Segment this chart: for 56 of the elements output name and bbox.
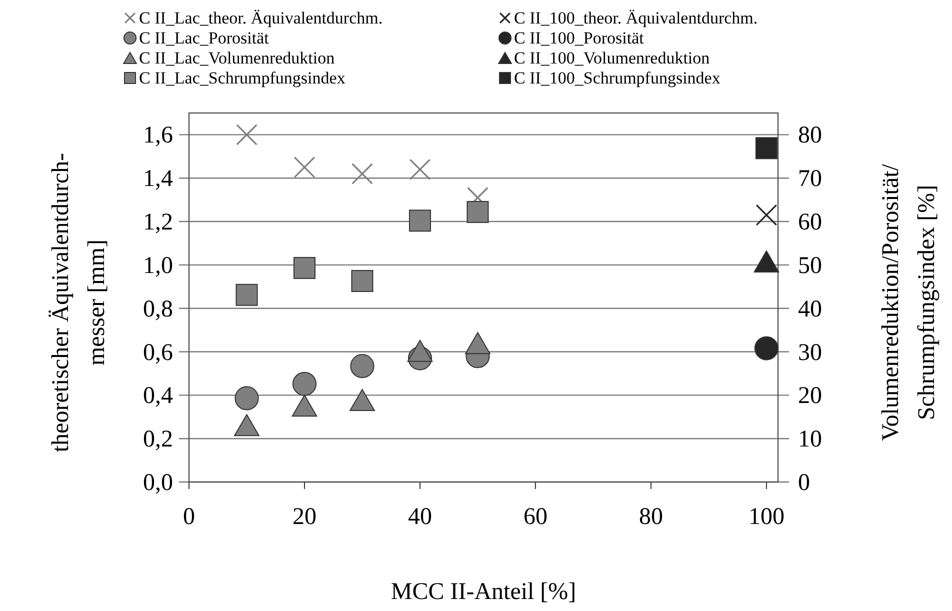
y-tick-label: 1,2 <box>143 210 173 236</box>
point <box>234 386 259 410</box>
legend-label: C II_100_Schrumpfungsindex <box>514 68 721 88</box>
y-tick-label: 0,2 <box>143 426 173 453</box>
y2-axis-title: Volumenreduktion/Porosität/ Schrumpfungsindex [%] <box>878 164 940 441</box>
x-tick-label: 40 <box>408 504 432 530</box>
point <box>236 284 258 306</box>
y-tick-label: 0,0 <box>143 470 173 496</box>
point <box>292 372 317 396</box>
legend-label: C II_100_Porosität <box>514 28 644 48</box>
y-tick-label: 0,8 <box>143 296 173 322</box>
legend-label: C II_100_Volumenreduktion <box>514 48 710 68</box>
point <box>294 156 316 178</box>
point <box>408 210 431 232</box>
point <box>466 200 489 223</box>
x-tick-label: 80 <box>638 504 663 530</box>
y2-tick-label: 10 <box>798 426 822 453</box>
x-tick-label: 20 <box>292 504 316 530</box>
point <box>755 137 778 160</box>
y-tick-label: 1,6 <box>143 122 173 149</box>
y-tick-label: 1,4 <box>143 166 173 192</box>
y2-tick-label: 50 <box>798 252 822 279</box>
point <box>352 163 373 184</box>
point <box>236 124 258 146</box>
y2-tick-label: 20 <box>798 383 822 410</box>
point <box>756 204 778 226</box>
legend-label: C II_Lac_Porosität <box>139 28 270 48</box>
y-tick-label: 0,6 <box>143 340 173 366</box>
y2-tick-label: 0 <box>798 470 810 496</box>
point <box>465 332 490 354</box>
point <box>234 414 260 436</box>
y2-tick-label: 70 <box>798 166 822 192</box>
x-tick-label: 0 <box>183 504 195 530</box>
x-axis-title: MCC II-Anteil [%] <box>390 579 576 605</box>
point <box>293 256 316 279</box>
point <box>292 394 318 417</box>
point <box>350 388 375 411</box>
point <box>407 340 433 362</box>
point <box>754 250 780 272</box>
y2-tick-label: 80 <box>798 122 822 149</box>
legend-label: C II_100_theor. Äquivalentdurchm. <box>514 8 758 28</box>
y-tick-label: 1,0 <box>143 252 173 279</box>
legend-label: C II_Lac_Schrumpfungsindex <box>139 68 346 88</box>
legend-label: C II_Lac_theor. Äquivalentdurchm. <box>139 8 383 28</box>
y2-tick-label: 40 <box>798 296 822 322</box>
legend-label: C II_Lac_Volumenreduktion <box>139 48 336 68</box>
y2-tick-label: 30 <box>798 340 822 366</box>
point <box>350 354 374 378</box>
point <box>754 336 778 360</box>
y-tick-label: 0,4 <box>143 383 173 410</box>
point <box>351 270 374 292</box>
x-tick-label: 100 <box>748 504 784 530</box>
y2-tick-label: 60 <box>798 210 822 236</box>
y-axis-title: theoretischer Äquivalentdurch- messer [mm] <box>48 152 110 452</box>
x-tick-label: 60 <box>523 504 548 530</box>
point <box>409 158 431 180</box>
